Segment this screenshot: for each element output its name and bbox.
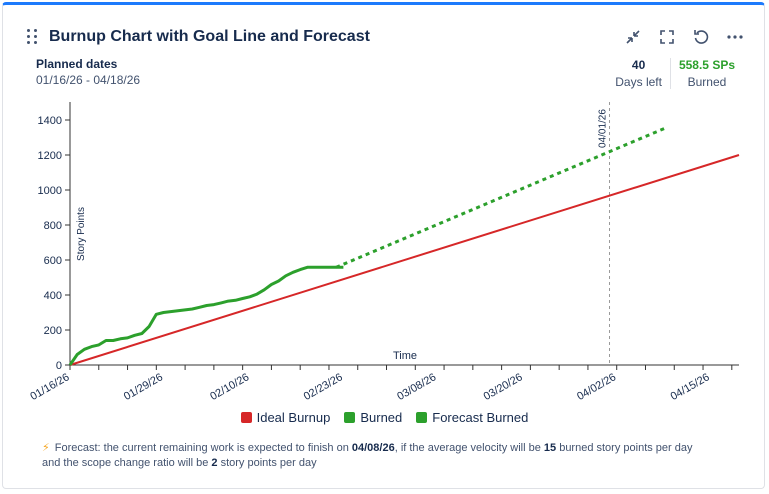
note-mid1: , if the average velocity will be [394, 442, 544, 454]
legend-forecast-burned[interactable]: Forecast Burned [416, 410, 528, 425]
stats-divider [669, 58, 671, 89]
legend-burned-swatch [344, 412, 356, 423]
x-tick-label: 01/16/26 [28, 371, 71, 403]
x-tick-label: 02/10/26 [208, 371, 251, 403]
y-tick-label: 200 [44, 325, 62, 337]
legend-burned-label: Burned [360, 410, 403, 425]
lightning-icon: ⚡ [42, 442, 50, 454]
legend-ideal-swatch [240, 412, 252, 423]
y-tick-label: 1200 [38, 150, 62, 162]
legend-ideal-burnup[interactable]: Ideal Burnup [240, 410, 331, 425]
ideal-burnup-line [69, 154, 740, 366]
legend-forecast-swatch [416, 412, 428, 423]
planned-dates-label: Planned dates [36, 57, 118, 71]
planned-dates-range: 01/16/26 - 04/18/26 [36, 73, 141, 87]
drag-handle-icon[interactable] [27, 29, 39, 45]
legend-burned[interactable]: Burned [344, 410, 402, 425]
legend-forecast-label: Forecast Burned [432, 410, 529, 425]
today-marker-label: 04/01/26 [598, 109, 609, 148]
burned-line [68, 265, 344, 366]
y-tick-label: 0 [56, 360, 62, 372]
y-axis-label: Story Points [76, 207, 87, 261]
y-tick-label: 400 [44, 290, 62, 302]
chart-legend: Ideal Burnup Burned Forecast Burned [0, 410, 769, 425]
burned-label: Burned [687, 75, 727, 89]
note-velocity: 15 [543, 442, 557, 454]
note-line2-prefix: and the scope change ratio will be [42, 457, 212, 469]
card-header: Burnup Chart with Goal Line and Forecast [27, 25, 744, 49]
x-tick-label: 03/20/26 [482, 371, 525, 403]
y-tick-label: 600 [44, 255, 62, 267]
y-tick-label: 800 [44, 220, 62, 232]
fullscreen-icon[interactable] [658, 28, 676, 46]
x-tick-label: 03/08/26 [395, 371, 438, 403]
days-left-stat: 40 Days left [607, 58, 670, 89]
forecast-note: ⚡ Forecast: the current remaining work is… [42, 441, 732, 471]
forecast-burned-line [335, 125, 668, 269]
more-icon[interactable] [726, 28, 744, 46]
note-scope: 2 [211, 457, 218, 469]
burned-stat: 558.5 SPs Burned [671, 58, 743, 89]
x-tick-label: 04/02/26 [575, 371, 618, 403]
note-mid2: burned story points per day [556, 442, 693, 454]
y-tick-label: 1000 [38, 185, 62, 197]
note-suffix: story points per day [217, 457, 317, 469]
x-tick-label: 01/29/26 [122, 371, 165, 403]
x-tick-label: 04/15/26 [669, 371, 712, 403]
y-tick-label: 1400 [38, 115, 62, 127]
x-tick-label: 02/23/26 [302, 371, 345, 403]
burned-value: 558.5 SPs [678, 58, 735, 72]
x-axis-label: Time [393, 350, 417, 362]
collapse-icon[interactable] [624, 28, 642, 46]
legend-ideal-label: Ideal Burnup [256, 410, 331, 425]
chart-title: Burnup Chart with Goal Line and Forecast [49, 28, 370, 45]
card-toolbar [624, 28, 744, 46]
summary-stats: 40 Days left 558.5 SPs Burned [607, 58, 743, 89]
note-prefix: Forecast: the current remaining work is … [54, 442, 352, 454]
days-left-label: Days left [615, 75, 662, 89]
days-left-value: 40 [631, 58, 646, 72]
planned-dates: Planned dates 01/16/26 - 04/18/26 [36, 57, 140, 87]
refresh-icon[interactable] [692, 28, 710, 46]
note-finish-date: 04/08/26 [351, 442, 395, 454]
burnup-card: Burnup Chart with Goal Line and Forecast [2, 2, 765, 489]
